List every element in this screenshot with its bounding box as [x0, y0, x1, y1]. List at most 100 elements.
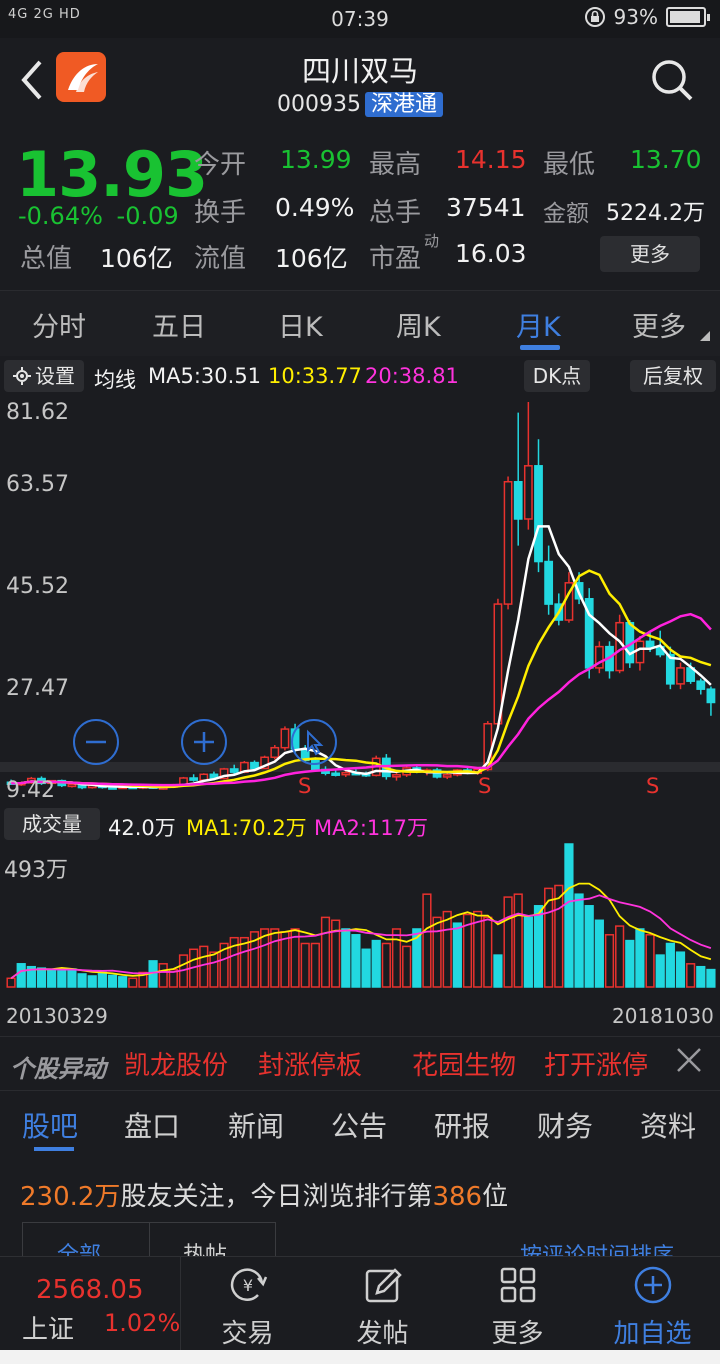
stock-code-line: 000935 深港通: [0, 86, 720, 118]
chevron-left-icon[interactable]: [18, 58, 48, 102]
battery-indicator: 93%: [584, 5, 710, 29]
ticker-item[interactable]: 花园生物: [412, 1051, 517, 1081]
volume-bar: [422, 893, 432, 988]
stock-header: 四川双马 000935 深港通: [0, 38, 720, 126]
ticker-item[interactable]: 凯龙股份: [124, 1051, 229, 1081]
candle-body: [260, 756, 270, 770]
dk-point-button[interactable]: DK点: [524, 360, 590, 392]
trade-label: 交易: [221, 1319, 274, 1349]
tab-order-book[interactable]: 盘口: [124, 1110, 181, 1143]
volume-bar: [320, 916, 331, 988]
volume-bar: [686, 963, 696, 988]
volume-bar: [371, 939, 381, 988]
cursor-icon[interactable]: [290, 718, 338, 766]
market-tag[interactable]: 深港通: [364, 92, 443, 117]
pe-label: 市盈: [369, 244, 422, 274]
tab-intraday[interactable]: 分时: [32, 312, 86, 343]
tab-monthly-k[interactable]: 月K: [516, 312, 561, 343]
volume-bar: [209, 951, 219, 988]
candle-body: [544, 560, 554, 605]
kline-chart[interactable]: [0, 394, 720, 808]
candle-body: [513, 481, 523, 520]
signal-label: S: [298, 774, 312, 798]
low-label: 最低: [543, 150, 596, 180]
candle-body: [635, 640, 645, 664]
volume-bar: [57, 970, 67, 988]
tab-more[interactable]: 更多: [632, 312, 686, 343]
volume-bar: [432, 916, 442, 988]
tab-forum[interactable]: 股吧: [22, 1110, 79, 1143]
post-label: 发帖: [356, 1319, 409, 1349]
search-icon[interactable]: [650, 58, 694, 102]
volume-value: 37541: [446, 193, 526, 222]
y-axis-label-bottom: 9.42: [6, 778, 55, 803]
volume-bar: [331, 919, 341, 988]
edit-icon: [365, 1268, 402, 1303]
volume-bar: [97, 971, 107, 988]
volume-bar: [381, 942, 391, 988]
post-button[interactable]: 发帖: [315, 1265, 450, 1350]
tab-daily-k[interactable]: 日K: [278, 312, 323, 343]
ticker-item[interactable]: 打开涨停: [544, 1051, 649, 1081]
index-quote[interactable]: 2568.05 上证 1.02%: [0, 1257, 180, 1351]
app-logo-icon[interactable]: [56, 52, 106, 102]
market-cap-label: 总值: [20, 244, 73, 274]
forum-follow-stats: 230.2万股友关注，今日浏览排行第386位: [20, 1176, 508, 1213]
add-watchlist-button[interactable]: 加自选: [585, 1265, 720, 1350]
volume-bar: [229, 936, 239, 988]
volume-bar: [351, 934, 361, 988]
volume-bar: [442, 910, 452, 988]
dropdown-corner-icon: [700, 331, 710, 341]
clock: 07:39: [331, 7, 389, 31]
network-indicator: 4G 2G HD: [8, 7, 81, 22]
volume-bar: [584, 905, 594, 988]
high-label: 最高: [369, 150, 422, 180]
volume-bar: [513, 893, 523, 988]
y-axis-label-top: 81.62: [6, 400, 69, 425]
candle-body: [189, 777, 199, 781]
end-date-label: 20181030: [612, 1004, 714, 1028]
adjust-mode-button[interactable]: 后复权: [630, 360, 716, 392]
index-value: 2568.05: [36, 1275, 144, 1305]
tab-finance[interactable]: 财务: [537, 1110, 594, 1143]
volume-bar: [26, 965, 36, 988]
candle-body: [534, 465, 543, 563]
ma-indicator-bar: 设置 均线 MA5:30.51 10:33.77 20:38.81 DK点 后复…: [0, 358, 720, 394]
volume-bar: [67, 968, 77, 988]
volume-bar: [645, 934, 655, 988]
tab-five-day[interactable]: 五日: [152, 312, 206, 343]
candle-body: [706, 688, 716, 704]
ticker-item[interactable]: 封涨停板: [258, 1051, 363, 1081]
candle-body: [331, 772, 341, 776]
volume-bar: [219, 942, 229, 988]
candle-body: [493, 603, 503, 725]
tab-research[interactable]: 研报: [434, 1110, 491, 1143]
bar-divider: [180, 1257, 181, 1351]
zoom-out-icon[interactable]: [72, 718, 120, 766]
battery-percent: 93%: [613, 5, 658, 29]
trade-button[interactable]: ¥ 交易: [180, 1265, 315, 1350]
volume-chart[interactable]: [0, 842, 720, 992]
settings-button[interactable]: 设置: [4, 360, 84, 392]
more-menu-button[interactable]: 更多: [450, 1265, 585, 1350]
volume-bar: [249, 931, 260, 988]
more-quote-button[interactable]: 更多: [600, 236, 700, 272]
candle-body: [67, 783, 77, 788]
candle-body: [229, 768, 239, 773]
ma-line-ma5: [11, 525, 712, 789]
volume-bar: [554, 884, 564, 988]
close-icon[interactable]: [676, 1047, 702, 1073]
volume-bar: [493, 954, 503, 988]
tab-announcements[interactable]: 公告: [331, 1110, 388, 1143]
gear-icon: [13, 367, 31, 385]
ma5-value: MA5:30.51: [148, 364, 262, 388]
volume-bar: [544, 887, 554, 988]
settings-label: 设置: [35, 364, 75, 388]
tab-profile[interactable]: 资料: [640, 1110, 697, 1143]
candle-body: [665, 653, 675, 685]
volume-indicator-button[interactable]: 成交量: [4, 808, 100, 840]
tab-news[interactable]: 新闻: [228, 1110, 285, 1143]
zoom-in-icon[interactable]: [180, 718, 228, 766]
tab-weekly-k[interactable]: 周K: [396, 312, 441, 343]
volume-bar: [594, 919, 604, 988]
